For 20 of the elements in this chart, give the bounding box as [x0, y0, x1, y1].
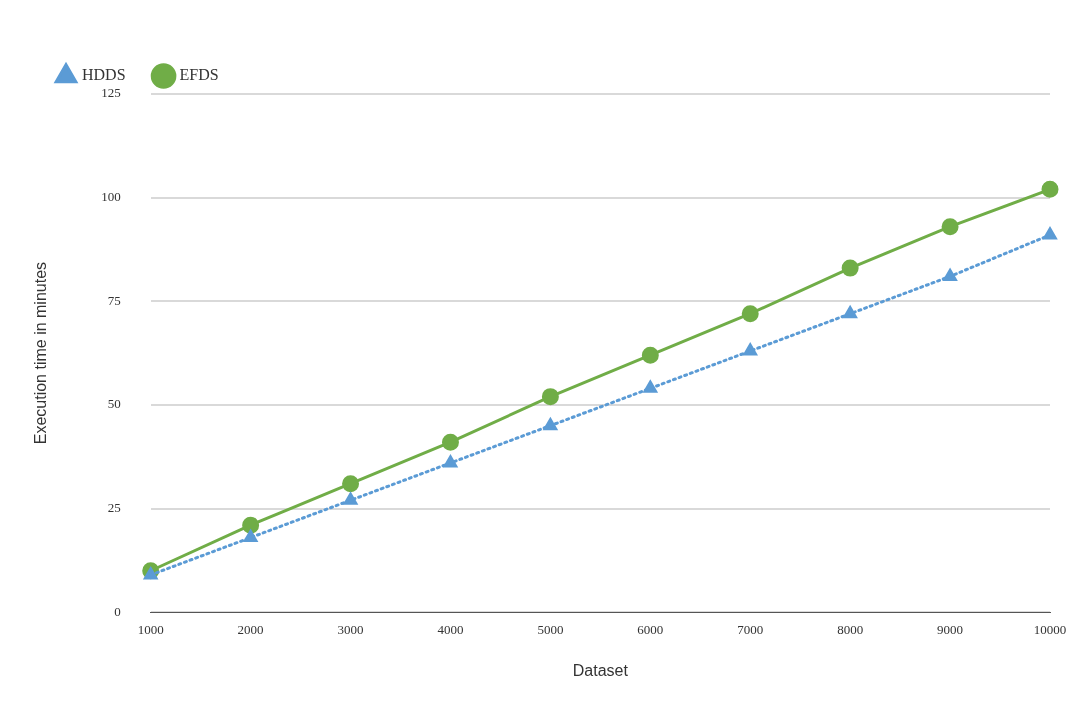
x-tick-label: 1000 — [137, 622, 164, 638]
y-tick-label: 75 — [107, 292, 121, 308]
legend-label: HDDS — [82, 66, 126, 84]
y-tick-label: 100 — [101, 189, 121, 205]
legend-label: EFDS — [179, 66, 219, 84]
x-tick-label: 3000 — [337, 622, 364, 638]
x-tick-label: 5000 — [537, 622, 564, 638]
x-axis-title: Dataset — [572, 661, 629, 679]
y-axis-title: Execution time in minutes — [32, 261, 50, 445]
x-tick-label: 4000 — [437, 622, 464, 638]
y-tick-label: 50 — [107, 396, 121, 412]
x-tick-label: 10000 — [1033, 622, 1067, 638]
y-tick-label: 25 — [107, 499, 121, 515]
x-tick-label: 8000 — [837, 622, 864, 638]
x-tick-label: 7000 — [737, 622, 764, 638]
x-tick-label: 9000 — [937, 622, 964, 638]
y-tick-label: 125 — [101, 85, 121, 101]
y-tick-label: 0 — [114, 603, 121, 619]
x-tick-label: 6000 — [637, 622, 664, 638]
x-tick-label: 2000 — [237, 622, 264, 638]
